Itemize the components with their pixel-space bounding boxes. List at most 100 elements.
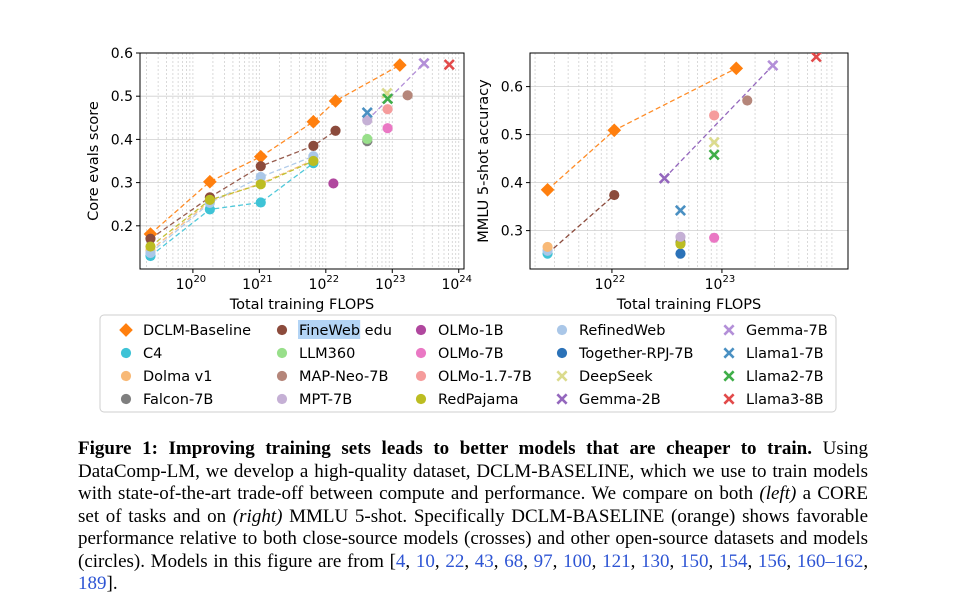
legend-label-olmo-7b: OLMo-7B (438, 346, 504, 362)
left-point-llama3-8b-stroke-b (443, 59, 455, 71)
citation-link[interactable]: 22 (445, 550, 465, 572)
right-y-ticks: 0.3 0.4 0.5 0.6 (501, 80, 530, 240)
left-point-redpajama (308, 155, 319, 167)
caption-text-1: Using DataComp-LM, we develop a high-qua… (78, 438, 868, 482)
legend-marker-map-neo-7b (276, 370, 288, 382)
right-point-dclm-baseline (607, 123, 622, 138)
figure-caption: Figure 1: Improving training sets leads … (78, 438, 868, 596)
left-x-tick-label: 1024 (441, 274, 472, 293)
right-point-mpt-7b (675, 231, 686, 242)
legend-marker-gemma-2b-stroke-b (556, 393, 568, 405)
left-line-dclm-baseline (150, 64, 401, 235)
right-point-llama2-7b (708, 149, 720, 161)
left-x-tick-exponent: 21 (260, 274, 273, 285)
right-point-gemma-7b (767, 59, 779, 72)
right-point-gemma-7b-stroke-b (767, 59, 779, 72)
figure: 1020 1021 1022 1023 1024 0.2 0.3 0.4 0.5 0.6 Total… (86, 46, 849, 413)
left-point-fineweb-edu (330, 125, 341, 136)
legend-label-mpt-7b: MPT-7B (299, 392, 352, 408)
right-point-olmo-7b (709, 232, 720, 243)
left-point-mpt-7b (362, 115, 373, 126)
right-point-dclm-baseline (729, 61, 744, 76)
legend-marker-olmo-1b (415, 324, 427, 336)
legend-label-map-neo-7b: MAP-Neo-7B (299, 369, 388, 385)
left-point-dclm-baseline (306, 114, 321, 129)
right-point-llama2-7b-stroke-b (708, 149, 720, 161)
right-point-deepseek-stroke-b (708, 136, 720, 148)
left-y-tick-label: 0.4 (111, 132, 133, 148)
legend-label-fineweb-edu: FineWeb edu (299, 323, 392, 339)
legend-marker-c4 (120, 347, 132, 359)
legend-marker-refinedweb (556, 324, 568, 336)
left-chart-core-evals: 1020 1021 1022 1023 1024 0.2 0.3 0.4 0.5 0.6 Total… (86, 46, 472, 313)
citation-link[interactable]: 130 (641, 550, 670, 572)
right-y-tick-label: 0.6 (501, 80, 523, 96)
citation-link[interactable]: 68 (504, 550, 524, 572)
citation-link[interactable]: 43 (474, 550, 494, 572)
legend-marker-gemma-7b (723, 324, 735, 336)
legend-marker-deepseek-stroke-b (556, 370, 568, 382)
left-x-tick-label: 1021 (242, 274, 273, 293)
legend-label-olmo-1-7-7b: OLMo-1.7-7B (438, 369, 532, 385)
legend-label-olmo-1b: OLMo-1B (438, 323, 504, 339)
left-y-tick-label: 0.3 (111, 176, 133, 192)
right-point-gemma-2b-stroke-b (658, 172, 670, 184)
citation-link[interactable]: 4 (395, 550, 406, 572)
right-x-tick-label: 1022 (595, 274, 626, 293)
citation-link[interactable]: 189 (78, 573, 107, 594)
legend-label-redpajama: RedPajama (438, 392, 518, 408)
legend: DCLM-Baseline C4 Dolma v1 Falcon-7B FineWeb … (99, 314, 837, 413)
caption-text-5: MMLU 5-shot. Specifically (282, 505, 512, 527)
caption-right: (right) (232, 505, 283, 527)
legend-marker-llama2-7b (723, 370, 735, 382)
caption-text-6: (orange) shows favorable performance rel… (78, 505, 868, 572)
legend-label-falcon-7b: Falcon-7B (143, 392, 213, 408)
citation-link[interactable]: 154 (718, 550, 748, 572)
legend-marker-llama3-8b-stroke-b (723, 393, 735, 405)
caption-core: CORE (817, 483, 868, 504)
left-point-fineweb-edu (308, 140, 319, 151)
right-point-fineweb-edu (609, 189, 620, 201)
caption-text-7: ]. (106, 573, 118, 594)
left-y-tick-label: 0.5 (111, 89, 133, 105)
left-point-llama1-7b (361, 107, 373, 119)
right-y-tick-label: 0.3 (501, 224, 523, 240)
legend-label-llama3-8b: Llama3-8B (746, 392, 824, 408)
left-point-llama3-8b (443, 59, 455, 71)
legend-label-llama2-7b: Llama2-7B (746, 369, 824, 385)
right-point-llama3-8b (810, 53, 822, 63)
left-point-llama1-7b-stroke-b (361, 107, 373, 119)
right-point-dolma-v1 (542, 241, 553, 253)
citation-link[interactable]: 10 (415, 550, 435, 572)
left-line-dolma-v1 (150, 159, 314, 251)
citation-link[interactable]: 160–162 (796, 550, 864, 572)
right-point-llama3-8b-stroke-b (810, 53, 822, 63)
left-axes-frame (139, 52, 465, 270)
citation-link[interactable]: 156 (757, 550, 787, 572)
citation-link[interactable]: 121 (602, 550, 631, 572)
right-point-olmo-1-7-7b (709, 110, 720, 121)
right-point-redpajama (675, 238, 686, 250)
citation-link[interactable]: 100 (563, 550, 592, 572)
citation-link[interactable]: 97 (533, 550, 553, 572)
caption-dclm-2: DCLM-BASELINE (511, 505, 665, 527)
right-point-map-neo-7b (742, 95, 753, 106)
legend-marker-redpajama (415, 393, 427, 405)
citation-link[interactable]: 150 (679, 550, 709, 572)
left-y-tick-label: 0.2 (111, 219, 133, 235)
left-point-dclm-baseline (393, 58, 407, 72)
left-dashed-link (366, 62, 425, 121)
left-point-c4 (255, 197, 266, 208)
right-y-axis-label: MMLU 5-shot accuracy (476, 79, 492, 243)
right-y-tick-label: 0.4 (501, 176, 523, 192)
legend-marker-fineweb-edu (276, 324, 288, 336)
legend-marker-llama2-7b-stroke-b (723, 370, 735, 382)
left-data (143, 57, 455, 262)
right-y-tick-label: 0.5 (501, 128, 523, 144)
left-point-dclm-baseline (203, 174, 217, 189)
legend-marker-falcon-7b (120, 393, 132, 405)
legend-label-dolma-v1: Dolma v1 (143, 369, 213, 385)
legend-marker-llama1-7b (723, 347, 735, 359)
left-point-gemma-7b (418, 57, 430, 69)
left-line-redpajama (150, 160, 314, 248)
